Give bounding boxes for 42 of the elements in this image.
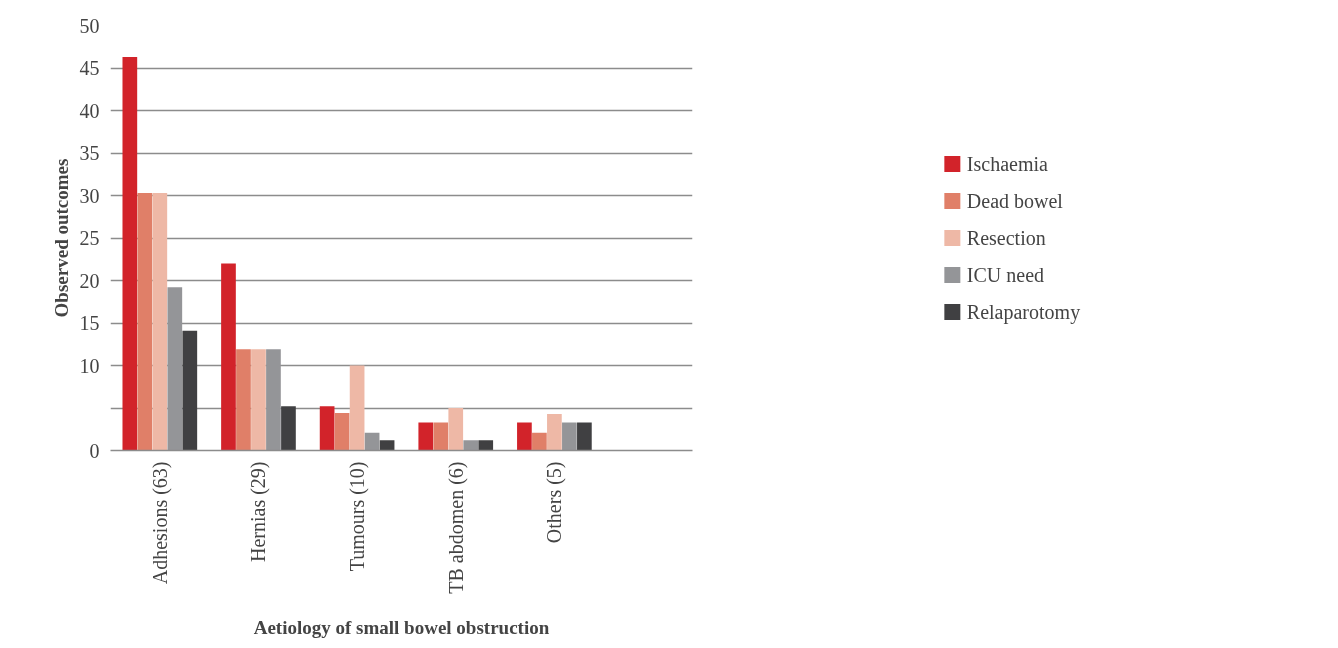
y-tick-label: 0 (89, 439, 100, 462)
y-tick-label: 30 (79, 184, 100, 207)
bar (221, 263, 236, 451)
bar (577, 422, 592, 451)
x-axis-title: Aetiology of small bowel obstruction (253, 616, 550, 638)
legend-label: Relaparotomy (966, 300, 1081, 323)
y-tick-label: 40 (79, 99, 100, 122)
y-tick-label: 45 (79, 57, 100, 79)
legend-label: Ischaemia (966, 152, 1048, 175)
x-tick-label: TB abdomen (6) (444, 461, 468, 594)
x-tick-label: Hernias (29) (247, 461, 271, 563)
y-tick-label: 35 (79, 142, 100, 164)
bar (122, 56, 138, 451)
bar (137, 192, 153, 451)
bar (319, 406, 335, 451)
bar (547, 413, 562, 451)
bar (448, 408, 464, 451)
bar (334, 413, 350, 451)
bar (433, 422, 449, 451)
legend-label: ICU need (966, 263, 1045, 286)
bar (182, 330, 198, 451)
bar (379, 440, 395, 451)
bar (236, 349, 251, 451)
bar (349, 365, 365, 451)
x-tick-label: Others (5) (543, 461, 567, 544)
y-axis-title: Observed outcomes (50, 158, 72, 318)
x-tick-label: Adhesions (63) (148, 461, 172, 585)
y-tick-label: 15 (79, 312, 100, 334)
y-tick-label: 20 (79, 269, 100, 292)
x-tick-label: Tumours (10) (346, 461, 370, 572)
bar (532, 432, 547, 451)
y-tick-label: 50 (79, 14, 100, 37)
bar (517, 422, 532, 451)
y-tick-label: 10 (79, 354, 100, 377)
bar (152, 192, 168, 451)
bar (281, 406, 296, 451)
legend-label: Dead bowel (966, 189, 1063, 212)
bar (251, 349, 266, 451)
y-tick-label: 25 (79, 227, 100, 249)
bar (418, 422, 434, 451)
legend-label: Resection (966, 226, 1046, 249)
bar (478, 440, 494, 451)
